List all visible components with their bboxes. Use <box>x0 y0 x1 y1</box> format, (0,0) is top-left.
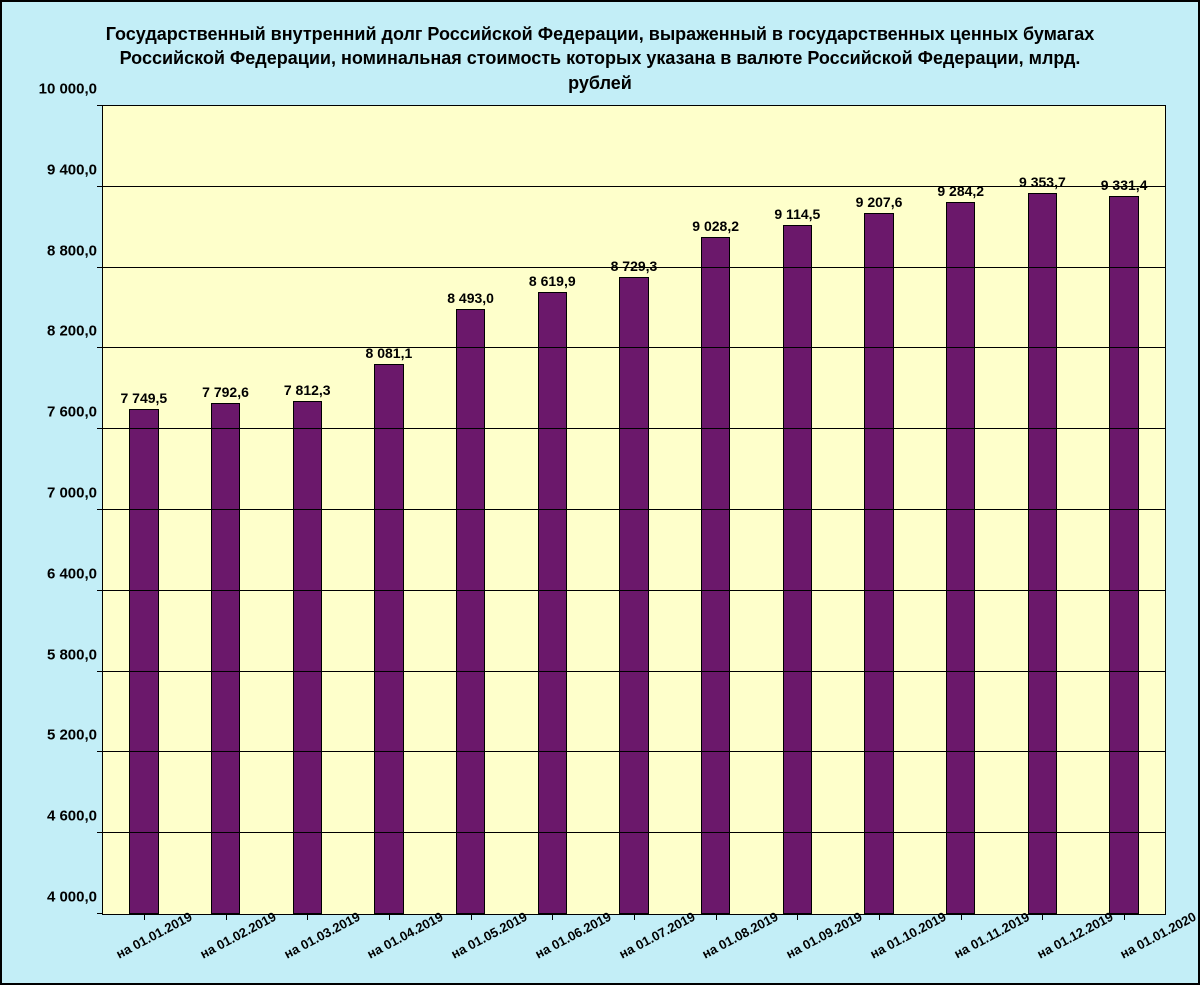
x-tick-mark <box>144 914 145 920</box>
y-tick-label: 5 200,0 <box>47 727 97 744</box>
grid-line <box>103 267 1165 268</box>
x-tick-mark <box>879 914 880 920</box>
bar-value-label: 8 493,0 <box>447 290 494 306</box>
y-tick-mark <box>97 105 103 106</box>
y-tick-label: 7 600,0 <box>47 404 97 421</box>
bar-slot: 7 749,5 <box>103 106 185 914</box>
bar-slot: 7 792,6 <box>185 106 267 914</box>
bar: 8 729,3 <box>619 277 648 914</box>
bar: 7 812,3 <box>293 401 322 914</box>
y-tick-label: 8 800,0 <box>47 242 97 259</box>
bar: 9 028,2 <box>701 237 730 914</box>
bar: 8 493,0 <box>456 309 485 914</box>
plot-wrap: 7 749,5 7 792,6 7 812,3 8 081,1 8 493,0 8 619… <box>14 105 1186 915</box>
y-tick-mark <box>97 267 103 268</box>
y-tick-label: 6 400,0 <box>47 565 97 582</box>
bar-slot: 9 114,5 <box>757 106 839 914</box>
y-tick-label: 4 000,0 <box>47 888 97 905</box>
bar-slot: 9 028,2 <box>675 106 757 914</box>
grid-line <box>103 590 1165 591</box>
bar-slot: 9 207,6 <box>838 106 920 914</box>
bar: 7 792,6 <box>211 403 240 914</box>
bar-value-label: 9 207,6 <box>856 194 903 210</box>
bar-slot: 8 619,9 <box>511 106 593 914</box>
chart-frame: Государственный внутренний долг Российск… <box>14 14 1186 971</box>
y-tick-label: 9 400,0 <box>47 161 97 178</box>
y-tick-label: 10 000,0 <box>39 80 97 97</box>
y-tick-mark <box>97 428 103 429</box>
chart-title: Государственный внутренний долг Российск… <box>14 14 1186 105</box>
y-tick-mark <box>97 186 103 187</box>
bar: 8 619,9 <box>538 292 567 914</box>
bar: 9 331,4 <box>1109 196 1138 914</box>
grid-line <box>103 428 1165 429</box>
bar: 9 207,6 <box>864 213 893 914</box>
bars-layer: 7 749,5 7 792,6 7 812,3 8 081,1 8 493,0 8 619… <box>103 106 1165 914</box>
x-tick-mark <box>716 914 717 920</box>
bar-slot: 8 729,3 <box>593 106 675 914</box>
bar-slot: 9 331,4 <box>1083 106 1165 914</box>
y-tick-mark <box>97 671 103 672</box>
plot-area: 7 749,5 7 792,6 7 812,3 8 081,1 8 493,0 8 619… <box>102 105 1166 915</box>
y-tick-mark <box>97 913 103 914</box>
bar-slot: 8 081,1 <box>348 106 430 914</box>
y-tick-mark <box>97 751 103 752</box>
bar-value-label: 9 028,2 <box>692 218 739 234</box>
bar-value-label: 9 353,7 <box>1019 174 1066 190</box>
grid-line <box>103 751 1165 752</box>
x-tick-mark <box>797 914 798 920</box>
bar-value-label: 7 812,3 <box>284 382 331 398</box>
bar-value-label: 9 114,5 <box>774 206 820 222</box>
x-tick-mark <box>552 914 553 920</box>
chart-container: Государственный внутренний долг Российск… <box>0 0 1200 985</box>
bar: 9 353,7 <box>1028 193 1057 914</box>
bar-slot: 8 493,0 <box>430 106 512 914</box>
bar-slot: 9 353,7 <box>1002 106 1084 914</box>
bar-value-label: 7 792,6 <box>202 384 249 400</box>
x-axis-labels: на 01.01.2019на 01.02.2019на 01.03.2019н… <box>103 918 1165 945</box>
x-tick-mark <box>634 914 635 920</box>
y-tick-mark <box>97 509 103 510</box>
grid-line <box>103 671 1165 672</box>
bar-value-label: 8 619,9 <box>529 273 576 289</box>
grid-line <box>103 347 1165 348</box>
grid-line <box>103 186 1165 187</box>
bar-value-label: 7 749,5 <box>120 390 167 406</box>
y-tick-mark <box>97 590 103 591</box>
x-tick-mark <box>471 914 472 920</box>
x-tick-mark <box>389 914 390 920</box>
y-tick-label: 4 600,0 <box>47 808 97 825</box>
y-tick-label: 8 200,0 <box>47 323 97 340</box>
y-tick-label: 5 800,0 <box>47 646 97 663</box>
y-tick-label: 7 000,0 <box>47 484 97 501</box>
y-tick-mark <box>97 832 103 833</box>
x-tick-mark <box>1124 914 1125 920</box>
x-tick-mark <box>961 914 962 920</box>
y-tick-mark <box>97 347 103 348</box>
bar: 9 114,5 <box>783 225 812 914</box>
bar-slot: 7 812,3 <box>266 106 348 914</box>
bar: 9 284,2 <box>946 202 975 914</box>
bar: 7 749,5 <box>129 409 158 914</box>
x-tick-mark <box>1042 914 1043 920</box>
grid-line <box>103 832 1165 833</box>
grid-line <box>103 509 1165 510</box>
x-tick-mark <box>226 914 227 920</box>
x-tick-mark <box>307 914 308 920</box>
bar-slot: 9 284,2 <box>920 106 1002 914</box>
